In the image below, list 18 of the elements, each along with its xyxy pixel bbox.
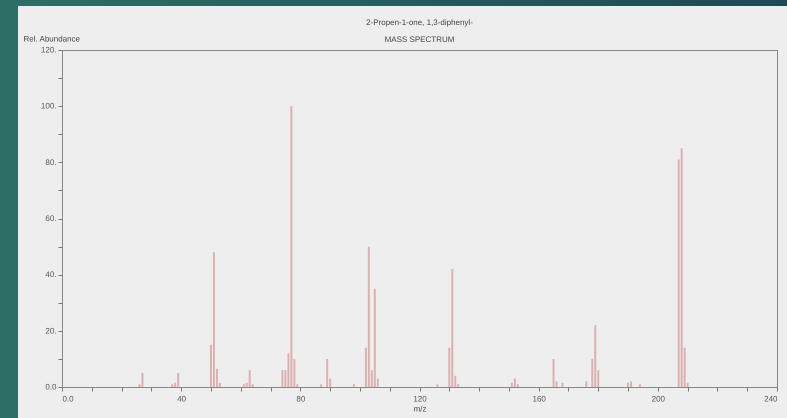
y-axis-title: Rel. Abundance	[24, 34, 81, 44]
x-tick-label: 0.0	[62, 394, 74, 404]
y-tick-label: 100.	[40, 102, 56, 111]
x-tick-label: 200	[652, 394, 666, 404]
y-tick-label: 120.	[40, 46, 56, 54]
y-tick-label: 80.	[45, 158, 56, 167]
y-tick-label: 0.0	[45, 382, 58, 392]
x-tick-label: 40	[177, 394, 187, 404]
y-tick-label: 60.	[45, 214, 56, 223]
x-tick-label: 240	[764, 394, 778, 404]
x-tick-label: 160	[532, 394, 546, 404]
y-tick-label: 20.	[45, 326, 56, 336]
x-tick-label: 120	[413, 394, 428, 404]
y-tick-label: 40.	[45, 270, 56, 280]
chart-title: 2-Propen-1-one, 1,3-diphenyl-	[366, 18, 474, 27]
x-tick-label: 80	[296, 394, 306, 404]
x-axis-title: m/z	[414, 404, 426, 414]
chart-subtitle: MASS SPECTRUM	[384, 35, 455, 44]
